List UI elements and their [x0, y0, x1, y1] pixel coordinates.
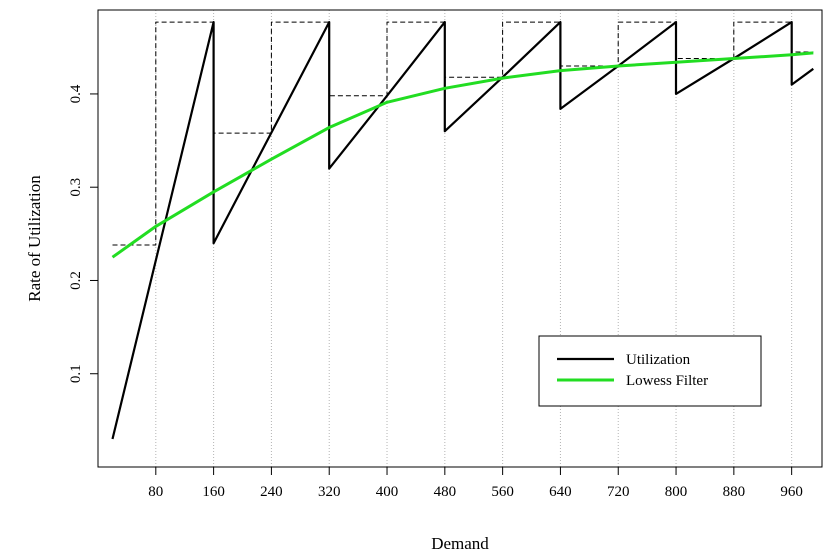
y-axis: 0.1 0.2 0.3 0.4 [68, 84, 98, 383]
series-line-dashed-step [112, 21, 814, 246]
y-tick-label-0.2: 0.2 [68, 271, 84, 290]
plot-frame [97, 9, 823, 468]
y-tick-label-0.3: 0.3 [68, 178, 84, 197]
y-tick-label-0.1: 0.1 [68, 364, 84, 383]
y-axis-label: Rate of Utilization [25, 175, 44, 302]
legend-label-1: Lowess Filter [626, 373, 708, 389]
legend-box [538, 335, 762, 407]
legend-label-0: Utilization [626, 352, 691, 368]
x-tick-label-560: 560 [491, 484, 514, 500]
x-tick-label-960: 960 [780, 484, 803, 500]
x-tick-label-720: 720 [607, 484, 630, 500]
x-tick-label-480: 480 [434, 484, 457, 500]
x-axis-label: Demand [431, 534, 489, 553]
x-axis: 80 160 240 320 400 480 560 640 720 800 880 960 [148, 467, 803, 500]
x-tick-label-880: 880 [723, 484, 746, 500]
x-tick-label-400: 400 [376, 484, 399, 500]
legend: Utilization Lowess Filter [538, 335, 762, 407]
x-tick-label-800: 800 [665, 484, 688, 500]
x-tick-label-240: 240 [260, 484, 283, 500]
plot-series [111, 21, 814, 440]
series-line-lowess-filter [111, 51, 814, 259]
x-tick-label-80: 80 [148, 484, 163, 500]
y-tick-label-0.4: 0.4 [68, 84, 84, 103]
x-tick-label-640: 640 [549, 484, 572, 500]
x-tick-label-160: 160 [202, 484, 225, 500]
series-line-utilization [111, 21, 814, 440]
x-tick-label-320: 320 [318, 484, 341, 500]
